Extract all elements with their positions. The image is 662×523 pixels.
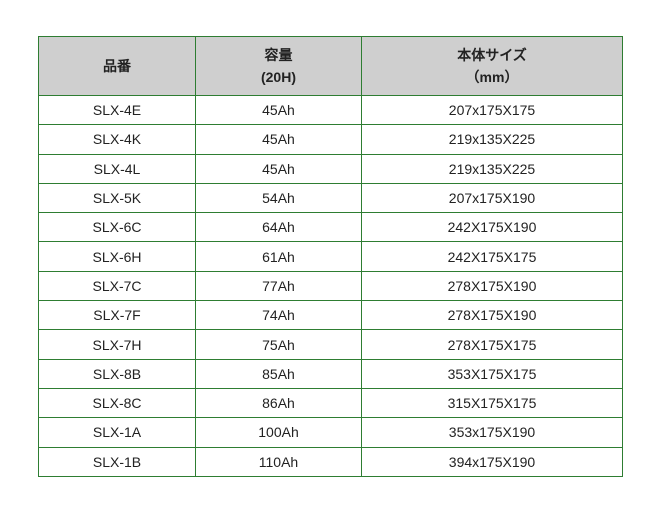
- table-row: SLX-6C 64Ah 242X175X190: [38, 212, 623, 243]
- cell-part-number: SLX-4K: [38, 124, 196, 155]
- cell-part-number: SLX-6C: [38, 212, 196, 243]
- table-row: SLX-8C 86Ah 315X175X175: [38, 387, 623, 419]
- cell-size: 242X175X190: [361, 212, 623, 243]
- table-row: SLX-4K 45Ah 219x135X225: [38, 124, 623, 155]
- cell-size: 219x135X225: [361, 124, 623, 155]
- table-row: SLX-4E 45Ah 207x175X175: [38, 94, 623, 126]
- cell-capacity: 45Ah: [195, 94, 362, 126]
- header-size: 本体サイズ （mm）: [361, 36, 623, 96]
- cell-part-number: SLX-4E: [38, 94, 196, 126]
- cell-part-number: SLX-7F: [38, 300, 196, 331]
- cell-capacity: 74Ah: [195, 300, 362, 331]
- cell-size: 353X175X175: [361, 358, 623, 389]
- table-row: SLX-7C 77Ah 278X175X190: [38, 270, 623, 302]
- table-row: SLX-1B 110Ah 394x175X190: [38, 446, 623, 477]
- cell-capacity: 100Ah: [195, 417, 362, 448]
- cell-capacity: 45Ah: [195, 153, 362, 184]
- cell-capacity: 77Ah: [195, 270, 362, 302]
- cell-part-number: SLX-1B: [38, 446, 196, 477]
- table-row: SLX-6H 61Ah 242X175X175: [38, 241, 623, 272]
- cell-part-number: SLX-8B: [38, 358, 196, 389]
- table-row: SLX-4L 45Ah 219x135X225: [38, 153, 623, 184]
- cell-part-number: SLX-7H: [38, 329, 196, 360]
- cell-capacity: 86Ah: [195, 387, 362, 419]
- cell-capacity: 75Ah: [195, 329, 362, 360]
- header-capacity-label: 容量: [264, 47, 293, 63]
- table-row: SLX-5K 54Ah 207x175X190: [38, 182, 623, 214]
- cell-size: 315X175X175: [361, 387, 623, 419]
- cell-size: 207x175X175: [361, 94, 623, 126]
- table-row: SLX-8B 85Ah 353X175X175: [38, 358, 623, 389]
- cell-capacity: 61Ah: [195, 241, 362, 272]
- table-row: SLX-1A 100Ah 353x175X190: [38, 417, 623, 448]
- cell-capacity: 110Ah: [195, 446, 362, 477]
- cell-part-number: SLX-1A: [38, 417, 196, 448]
- cell-capacity: 45Ah: [195, 124, 362, 155]
- cell-size: 219x135X225: [361, 153, 623, 184]
- cell-capacity: 64Ah: [195, 212, 362, 243]
- header-capacity-sub: (20H): [260, 69, 296, 85]
- cell-part-number: SLX-4L: [38, 153, 196, 184]
- cell-size: 278X175X190: [361, 300, 623, 331]
- cell-size: 278X175X190: [361, 270, 623, 302]
- cell-size: 207x175X190: [361, 182, 623, 214]
- cell-size: 394x175X190: [361, 446, 623, 477]
- cell-capacity: 54Ah: [195, 182, 362, 214]
- table-row: SLX-7H 75Ah 278X175X175: [38, 329, 623, 360]
- cell-part-number: SLX-6H: [38, 241, 196, 272]
- header-row: 品番 容量 (20H) 本体サイズ （mm）: [38, 36, 623, 96]
- cell-size: 242X175X175: [361, 241, 623, 272]
- header-part-number: 品番: [38, 36, 196, 96]
- header-size-label: 本体サイズ: [457, 47, 527, 63]
- cell-part-number: SLX-8C: [38, 387, 196, 419]
- cell-part-number: SLX-7C: [38, 270, 196, 302]
- header-part-number-label: 品番: [103, 58, 131, 74]
- cell-part-number: SLX-5K: [38, 182, 196, 214]
- cell-size: 353x175X190: [361, 417, 623, 448]
- cell-capacity: 85Ah: [195, 358, 362, 389]
- table-row: SLX-7F 74Ah 278X175X190: [38, 300, 623, 331]
- header-capacity: 容量 (20H): [195, 36, 362, 96]
- battery-spec-table: 品番 容量 (20H) 本体サイズ （mm） SLX-4E 45Ah 207x175X1…: [38, 36, 623, 477]
- header-size-sub: （mm）: [465, 69, 519, 85]
- cell-size: 278X175X175: [361, 329, 623, 360]
